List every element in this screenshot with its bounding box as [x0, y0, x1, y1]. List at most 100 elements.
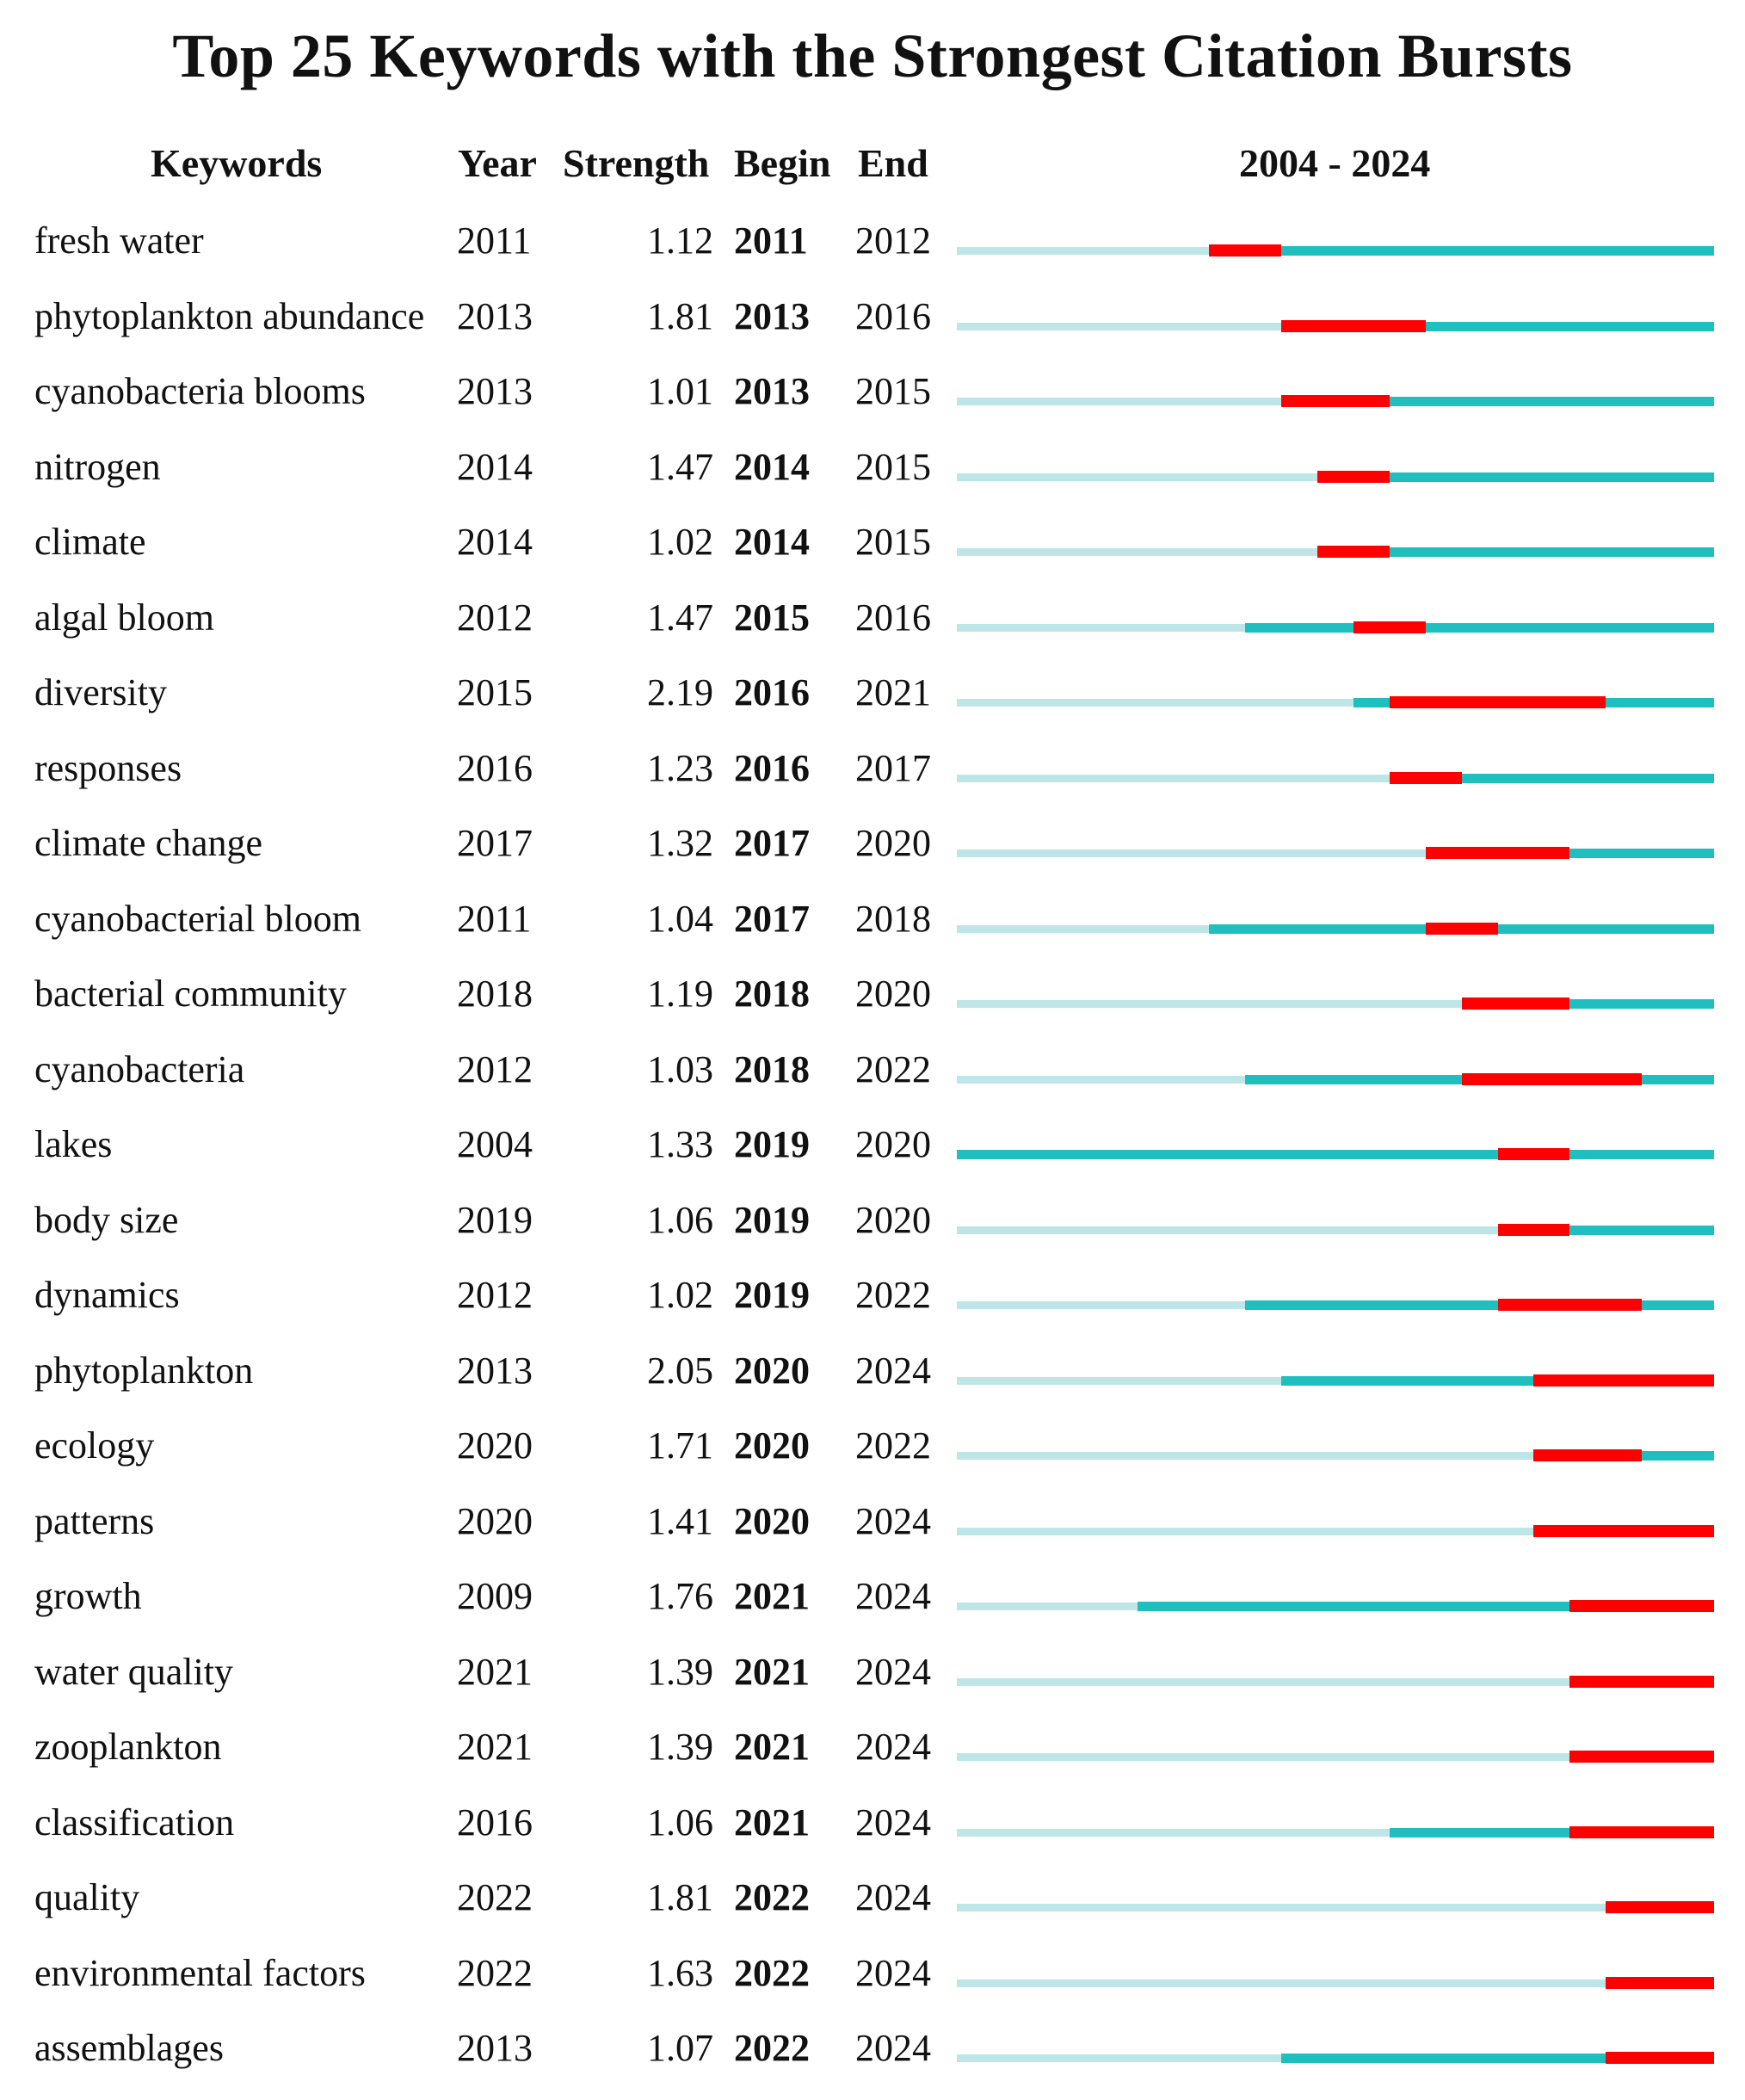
burst-bar [1533, 1524, 1714, 1537]
strength-cell: 1.03 [647, 1047, 713, 1090]
end-cell: 2016 [855, 596, 931, 639]
table-row: bacterial community 2018 1.19 2018 2020 [0, 968, 1745, 1044]
burst-timeline [957, 1223, 1714, 1236]
keyword-cell: patterns [34, 1499, 155, 1542]
begin-cell: 2020 [734, 1349, 810, 1392]
burst-timeline [957, 1524, 1714, 1537]
burst-timeline [957, 1449, 1714, 1461]
end-cell: 2024 [855, 1800, 931, 1844]
strength-cell: 1.41 [647, 1499, 713, 1542]
table-row: algal bloom 2012 1.47 2015 2016 [0, 592, 1745, 668]
burst-timeline [957, 1148, 1714, 1160]
year-cell: 2004 [457, 1123, 533, 1165]
begin-cell: 2022 [734, 1951, 810, 1994]
table-row: nitrogen 2014 1.47 2014 2015 [0, 442, 1745, 517]
timeline-inactive-segment [957, 548, 1318, 556]
strength-cell: 1.63 [647, 1951, 713, 1994]
burst-timeline [957, 1675, 1714, 1688]
end-cell: 2015 [855, 521, 931, 563]
keyword-cell: cyanobacteria [34, 1047, 245, 1090]
table-row: water quality 2021 1.39 2021 2024 [0, 1646, 1745, 1722]
table-row: responses 2016 1.23 2016 2017 [0, 743, 1745, 818]
burst-timeline [957, 1072, 1714, 1085]
begin-cell: 2018 [734, 1047, 810, 1090]
strength-cell: 1.01 [647, 370, 713, 412]
keyword-cell: phytoplankton abundance [34, 294, 425, 337]
burst-timeline [957, 1299, 1714, 1311]
end-cell: 2018 [855, 897, 931, 940]
year-cell: 2012 [457, 596, 533, 639]
strength-cell: 1.06 [647, 1800, 713, 1844]
strength-cell: 2.19 [647, 671, 713, 713]
end-cell: 2015 [855, 370, 931, 412]
end-cell: 2020 [855, 1123, 931, 1165]
burst-bar [1569, 1751, 1714, 1763]
keyword-cell: fresh water [34, 219, 204, 262]
timeline-inactive-segment [957, 1828, 1390, 1837]
timeline-inactive-segment [957, 1527, 1534, 1535]
table-row: zooplankton 2021 1.39 2021 2024 [0, 1721, 1745, 1797]
burst-bar [1353, 621, 1426, 633]
burst-timeline [957, 319, 1714, 332]
begin-cell: 2022 [734, 1876, 810, 1918]
keyword-cell: phytoplankton [34, 1349, 254, 1392]
table-row: cyanobacterial bloom 2011 1.04 2017 2018 [0, 893, 1745, 969]
timeline-inactive-segment [957, 1376, 1282, 1385]
timeline-inactive-segment [957, 1301, 1246, 1309]
end-cell: 2015 [855, 445, 931, 488]
header-strength: Strength [563, 141, 710, 185]
year-cell: 2012 [457, 1274, 533, 1316]
header-begin: Begin [734, 141, 831, 185]
timeline-inactive-segment [957, 1603, 1138, 1610]
year-cell: 2015 [457, 671, 533, 713]
year-cell: 2014 [457, 521, 533, 563]
timeline-inactive-segment [957, 1000, 1462, 1008]
burst-bar [1425, 847, 1570, 859]
table-row: phytoplankton 2013 2.05 2020 2024 [0, 1345, 1745, 1421]
timeline-active-segment [1281, 1375, 1714, 1386]
burst-timeline [957, 1976, 1714, 1989]
timeline-active-segment [1461, 999, 1714, 1009]
year-cell: 2013 [457, 370, 533, 412]
burst-timeline [957, 847, 1714, 859]
keyword-cell: zooplankton [34, 1726, 222, 1768]
keyword-cell: diversity [34, 671, 167, 713]
timeline-inactive-segment [957, 699, 1353, 707]
burst-timeline [957, 1374, 1714, 1387]
burst-timeline [957, 771, 1714, 784]
strength-cell: 1.04 [647, 897, 713, 940]
keyword-cell: climate change [34, 822, 263, 864]
timeline-inactive-segment [957, 398, 1282, 405]
keyword-cell: climate [34, 521, 146, 563]
table-row: climate change 2017 1.32 2017 2020 [0, 818, 1745, 893]
end-cell: 2022 [855, 1424, 931, 1467]
burst-bar [1389, 771, 1462, 784]
burst-bar [1425, 922, 1498, 935]
strength-cell: 1.47 [647, 596, 713, 639]
end-cell: 2012 [855, 219, 931, 262]
begin-cell: 2015 [734, 596, 810, 639]
year-cell: 2011 [457, 219, 532, 262]
table-row: climate 2014 1.02 2014 2015 [0, 516, 1745, 592]
begin-cell: 2020 [734, 1424, 810, 1467]
table-row: patterns 2020 1.41 2020 2024 [0, 1496, 1745, 1572]
burst-bar [1281, 395, 1390, 407]
keyword-cell: lakes [34, 1123, 113, 1165]
year-cell: 2013 [457, 294, 533, 337]
table-row: fresh water 2011 1.12 2011 2012 [0, 215, 1745, 291]
table-row: assemblages 2013 1.07 2022 2024 [0, 2023, 1745, 2098]
strength-cell: 1.76 [647, 1575, 713, 1617]
timeline-inactive-segment [957, 1753, 1570, 1761]
burst-bar [1569, 1675, 1714, 1688]
burst-timeline [957, 470, 1714, 483]
begin-cell: 2020 [734, 1499, 810, 1542]
keyword-cell: body size [34, 1198, 179, 1241]
strength-cell: 1.02 [647, 521, 713, 563]
table-row: quality 2022 1.81 2022 2024 [0, 1872, 1745, 1948]
year-cell: 2020 [457, 1424, 533, 1467]
end-cell: 2022 [855, 1274, 931, 1316]
burst-timeline [957, 2052, 1714, 2064]
timeline-active-segment [1317, 472, 1714, 482]
burst-timeline [957, 244, 1714, 256]
